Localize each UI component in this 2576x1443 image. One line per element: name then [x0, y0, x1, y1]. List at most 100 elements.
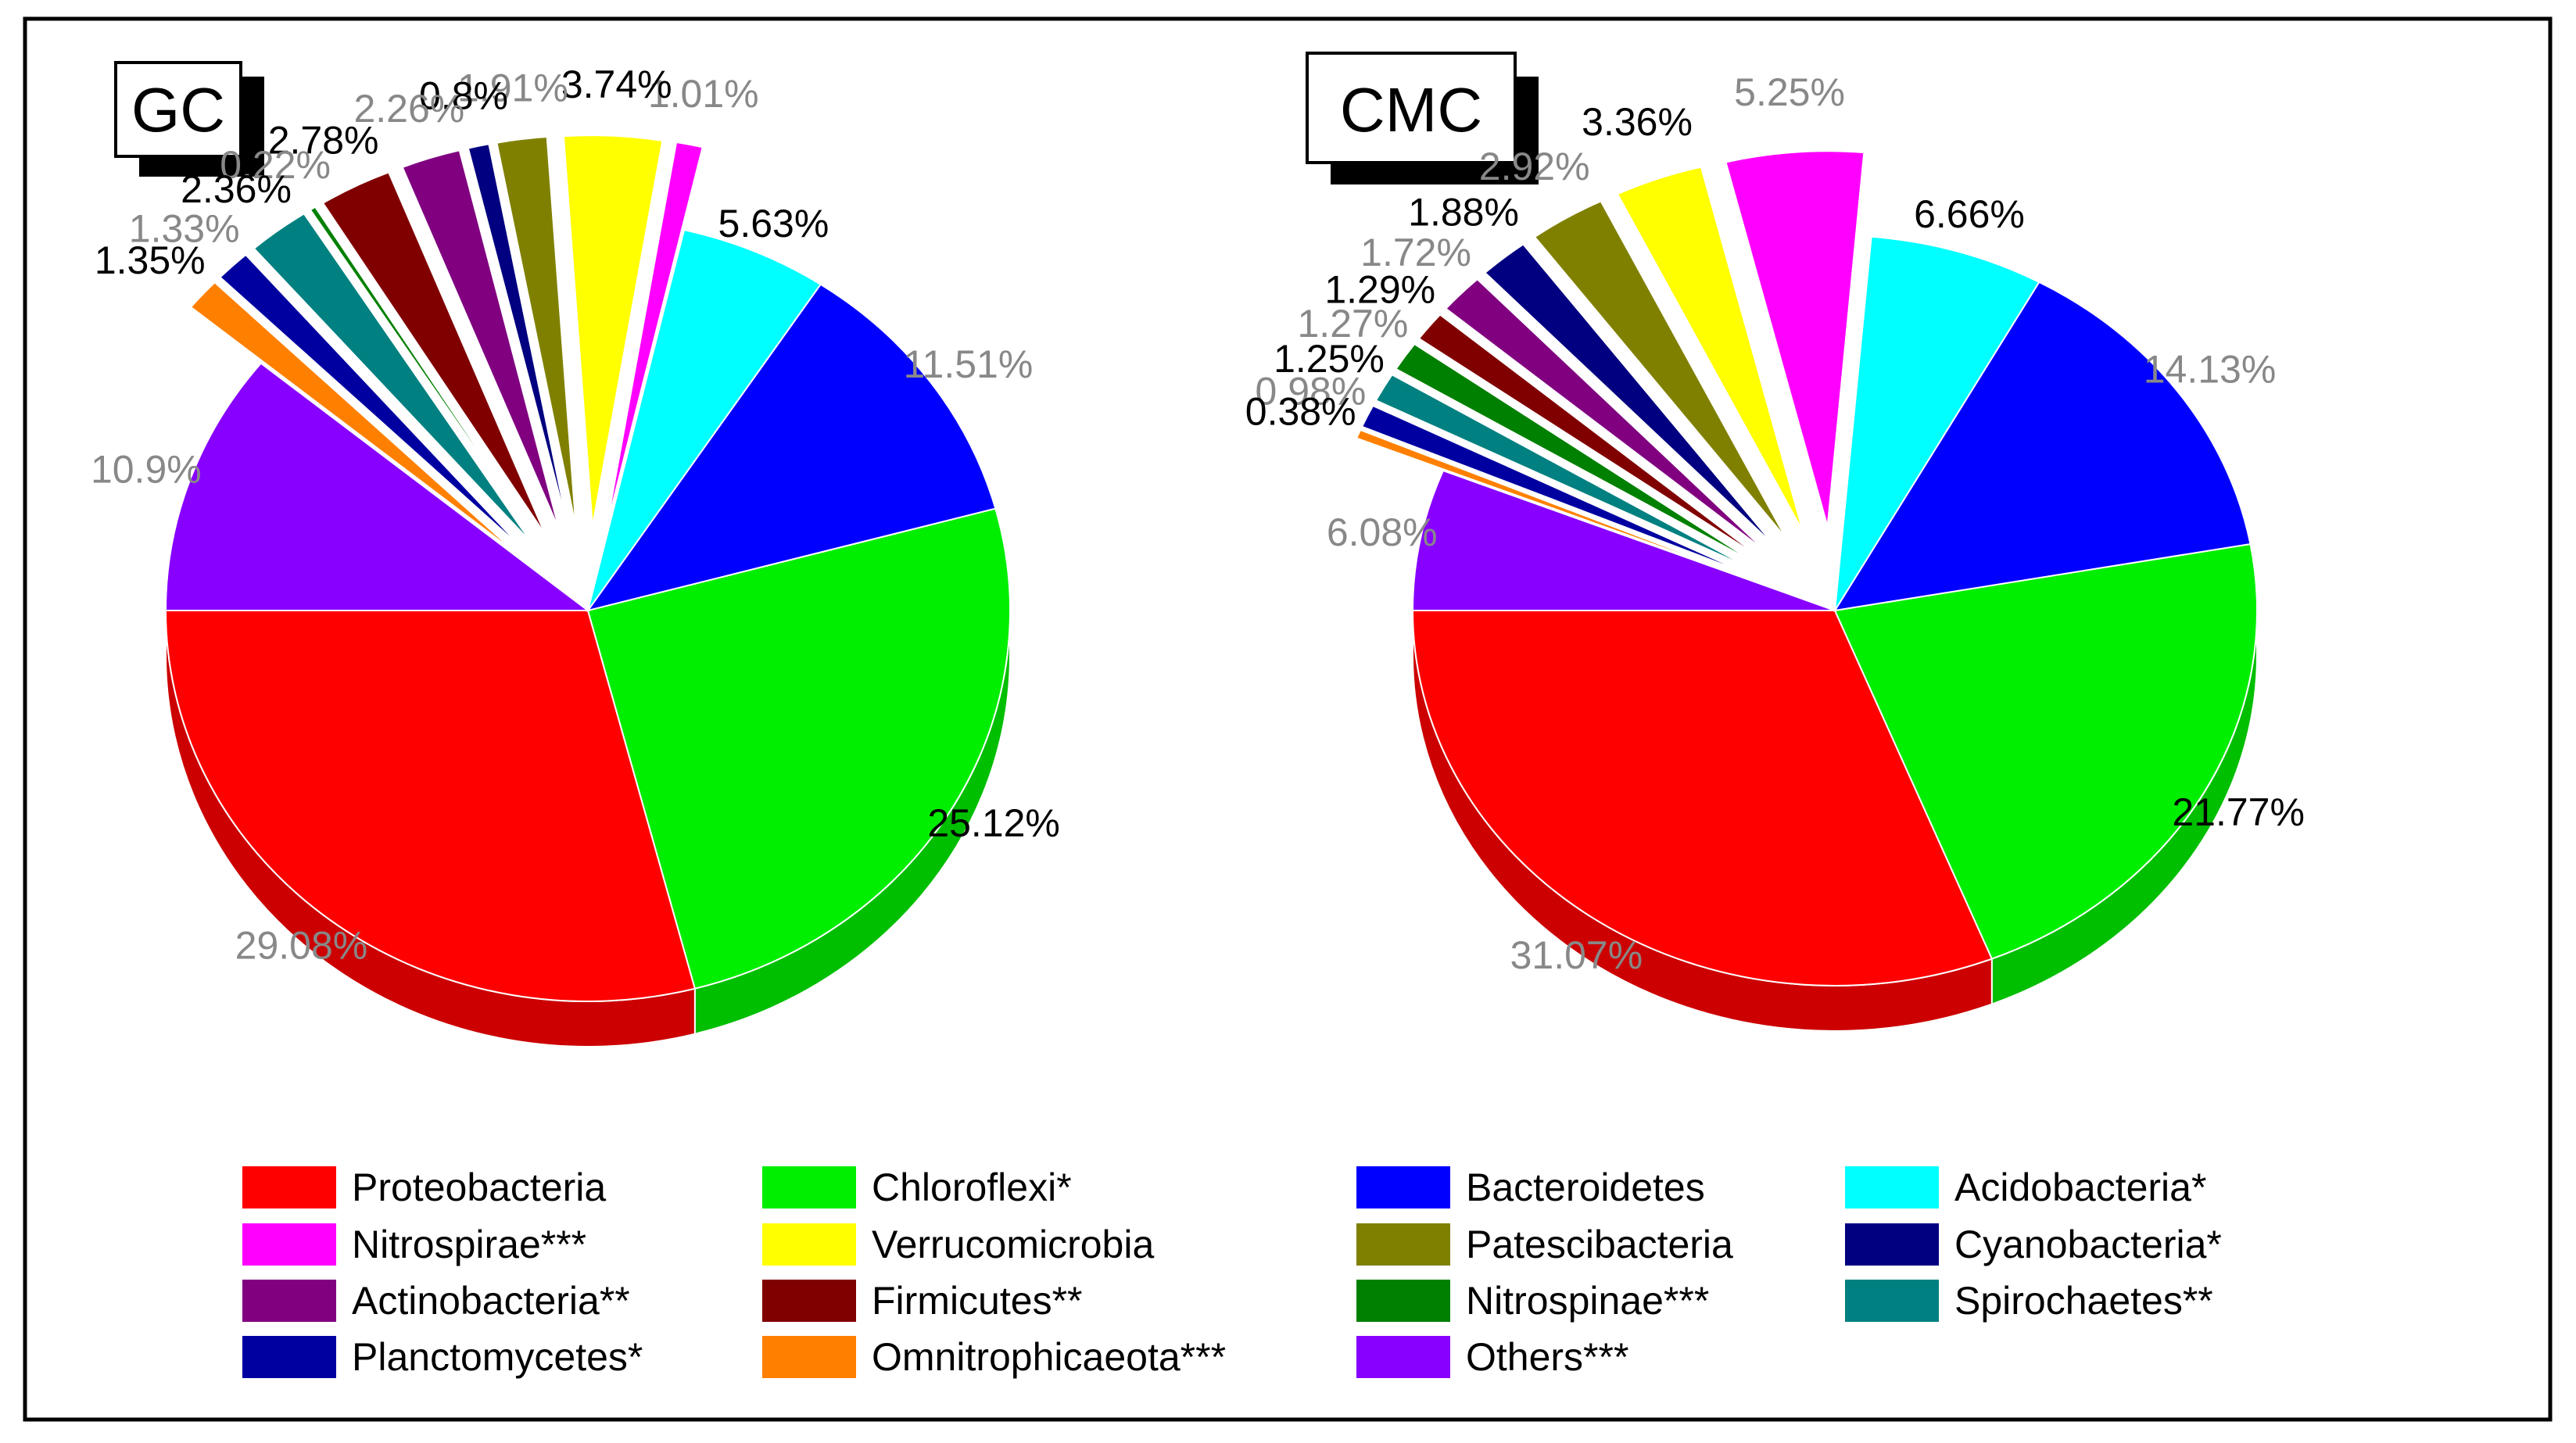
pie-gc-label-bacteroidetes: 11.51%	[903, 342, 1033, 386]
pie-cmc-label-actinobacteria: 1.72%	[1360, 231, 1471, 274]
pie-gc-slice-firmicutes	[321, 171, 546, 536]
pie-cmc-slice-verrucomicrobia	[1616, 166, 1804, 532]
pie-cmc-slice-proteobacteria	[1411, 610, 1994, 986]
legend-label-spirochaetes: Spirochaetes**	[1954, 1279, 2213, 1323]
pie-cmc-slice-firmicutes	[1417, 313, 1762, 560]
pie-cmc-slice-spirochaetes	[1374, 374, 1754, 571]
legend-item-others: Others***	[1356, 1335, 1628, 1379]
pie-cmc-slice-patescibacteria	[1533, 200, 1787, 539]
pie-cmc-slice-planctomycetes	[1360, 404, 1750, 576]
legend-label-nitrospinae: Nitrospinae***	[1466, 1279, 1709, 1323]
legend-swatch-spirochaetes	[1845, 1280, 1939, 1322]
legend-label-omnitrophicaeota: Omnitrophicaeota***	[872, 1335, 1226, 1379]
legend-item-patescibacteria: Patescibacteria	[1356, 1223, 1733, 1266]
legend-label-nitrospirae: Nitrospirae***	[352, 1223, 586, 1266]
pie-cmc-slice-others	[1411, 469, 1836, 611]
pie-chart-cmc: CMC 31.07% 21.77% 14.13% 6.66% 5.25% 3.36%2.9…	[1245, 52, 2305, 1032]
pie-gc-slice-nitrospirae	[605, 141, 704, 528]
pie-cmc-slice-bacteroidetes	[1833, 281, 2252, 612]
legend-swatch-firmicutes	[762, 1280, 856, 1322]
legend-swatch-bacteroidetes	[1356, 1166, 1450, 1208]
legend-item-firmicutes: Firmicutes**	[762, 1279, 1082, 1323]
pie-gc-label-spirochaetes: 2.36%	[181, 167, 292, 211]
title-box-gc: GC	[114, 61, 264, 177]
legend-item-actinobacteria: Actinobacteria**	[242, 1279, 630, 1323]
legend-swatch-verrucomicrobia	[762, 1223, 856, 1266]
legend-label-actinobacteria: Actinobacteria**	[352, 1279, 630, 1323]
pie-gc-label-nitrospirae: 1.01%	[648, 72, 759, 116]
legend-item-verrucomicrobia: Verrucomicrobia	[762, 1223, 1154, 1266]
legend-label-others: Others***	[1466, 1335, 1628, 1379]
pie-chart-gc: GC 29.08% 25.12% 11.51% 5.63% 1.01%3.74%1.91…	[91, 61, 1060, 1047]
legend-swatch-omnitrophicaeota	[762, 1336, 856, 1378]
pie-cmc-label-acidobacteria: 6.66%	[1914, 192, 2025, 236]
pie-cmc-slice-acidobacteria	[1834, 235, 2040, 611]
pie-gc-label-patescibacteria: 1.91%	[457, 66, 568, 110]
pie-gc-slice-omnitrophicaeota	[189, 281, 519, 555]
legend-swatch-actinobacteria	[242, 1280, 336, 1322]
legend-label-patescibacteria: Patescibacteria	[1466, 1223, 1733, 1266]
legend-item-planctomycetes: Planctomycetes*	[242, 1335, 643, 1379]
legend-item-acidobacteria: Acidobacteria*	[1845, 1166, 2206, 1209]
chart-title-cmc: CMC	[1340, 75, 1482, 145]
pie-cmc-slice-actinobacteria	[1444, 278, 1768, 553]
pie-gc-label-others: 10.9%	[91, 448, 202, 492]
pie-cmc-label-spirochaetes: 1.25%	[1274, 337, 1385, 381]
pie-gc-label-nitrospinae: 0.22%	[220, 143, 331, 187]
pie-cmc-label-nitrospirae: 5.25%	[1734, 70, 1845, 114]
legend-label-cyanobacteria: Cyanobacteria*	[1954, 1223, 2222, 1266]
pie-cmc-label-cyanobacteria: 1.88%	[1408, 190, 1519, 234]
legend-swatch-nitrospirae	[242, 1223, 336, 1266]
pie-gc-label-actinobacteria: 2.26%	[353, 87, 464, 131]
legend-swatch-others	[1356, 1336, 1450, 1378]
legend-label-acidobacteria: Acidobacteria*	[1954, 1166, 2206, 1209]
pie-gc-label-omnitrophicaeota: 1.35%	[95, 238, 206, 282]
pie-gc-slice-verrucomicrobia	[562, 134, 664, 527]
pie-cmc-label-nitrospinae: 1.27%	[1298, 302, 1409, 346]
pie-gc-slice-planctomycetes	[219, 253, 525, 550]
legend-item-proteobacteria: Proteobacteria	[242, 1166, 606, 1209]
pie-cmc-label-patescibacteria: 2.92%	[1479, 145, 1590, 188]
pie-gc-slice-others	[164, 362, 590, 611]
pie-cmc-label-omnitrophicaeota: 0.38%	[1245, 389, 1356, 433]
pie-cmc-slice-chloroflexi	[1833, 542, 2259, 960]
pie-gc-label-firmicutes: 2.78%	[268, 119, 379, 163]
pie-gc-label-cyanobacteria: 0.8%	[419, 73, 508, 117]
legend-swatch-patescibacteria	[1356, 1223, 1450, 1266]
pie-cmc-slice-omnitrophicaeota	[1355, 428, 1749, 579]
pie-gc-slice-nitrospinae	[309, 206, 539, 540]
pie-gc-slice-bacteroidetes	[586, 283, 997, 612]
pie-gc-label-chloroflexi: 25.12%	[927, 801, 1060, 845]
legend-swatch-proteobacteria	[242, 1166, 336, 1208]
legend-swatch-planctomycetes	[242, 1336, 336, 1378]
legend-label-firmicutes: Firmicutes**	[872, 1279, 1082, 1323]
legend-label-bacteroidetes: Bacteroidetes	[1466, 1166, 1705, 1209]
pie-gc-slice-actinobacteria	[401, 149, 561, 531]
pie-gc-slice-patescibacteria	[496, 136, 577, 528]
title-box-cmc: CMC	[1306, 52, 1539, 184]
legend-item-bacteroidetes: Bacteroidetes	[1356, 1166, 1705, 1209]
legend-label-chloroflexi: Chloroflexi*	[872, 1166, 1072, 1209]
legend-swatch-cyanobacteria	[1845, 1223, 1939, 1266]
legend-item-spirochaetes: Spirochaetes**	[1845, 1279, 2213, 1323]
pie-cmc-label-others: 6.08%	[1327, 510, 1438, 554]
pie-cmc-slice-cyanobacteria	[1484, 243, 1775, 546]
legend-label-verrucomicrobia: Verrucomicrobia	[872, 1223, 1154, 1266]
legend-item-chloroflexi: Chloroflexi*	[762, 1166, 1072, 1209]
pie-cmc-slice-nitrospirae	[1725, 150, 1865, 527]
pie-gc-label-verrucomicrobia: 3.74%	[561, 63, 672, 106]
legend-item-cyanobacteria: Cyanobacteria*	[1845, 1223, 2222, 1266]
pie-gc-slice-spirochaetes	[253, 213, 532, 544]
pie-cmc-label-proteobacteria: 31.07%	[1510, 933, 1643, 977]
pie-gc-label-planctomycetes: 1.33%	[129, 206, 240, 250]
pie-cmc-label-bacteroidetes: 14.13%	[2144, 348, 2277, 392]
legend-swatch-acidobacteria	[1845, 1166, 1939, 1208]
legend-swatch-nitrospinae	[1356, 1280, 1450, 1322]
pie-gc-slice-proteobacteria	[164, 610, 697, 1002]
chart-title-gc: GC	[131, 75, 225, 145]
pie-cmc-label-planctomycetes: 0.98%	[1256, 369, 1367, 413]
pie-gc-slice-cyanobacteria	[467, 143, 569, 528]
pie-gc-slice-chloroflexi	[586, 507, 1011, 990]
legend-item-nitrospinae: Nitrospinae***	[1356, 1279, 1709, 1323]
